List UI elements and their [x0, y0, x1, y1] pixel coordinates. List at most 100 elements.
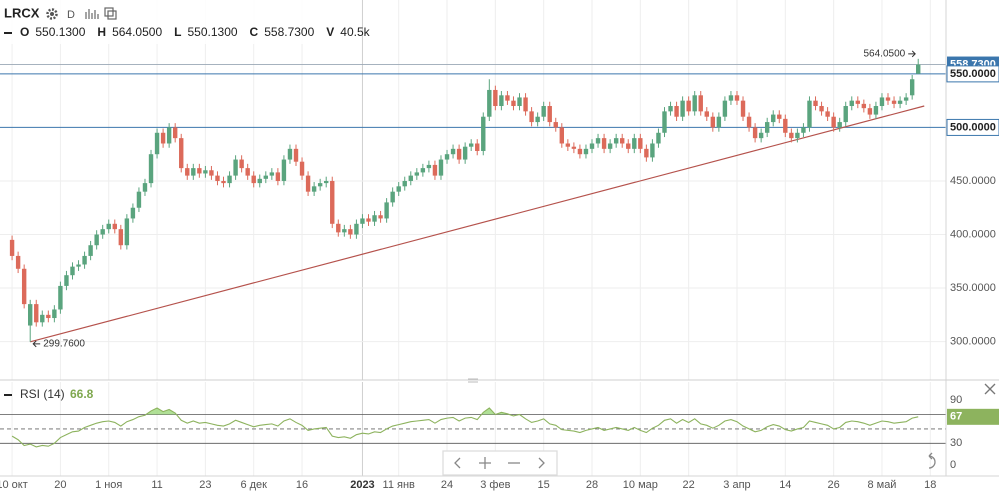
rsi-last-axis-label: 67 — [950, 411, 962, 423]
candle-body — [46, 314, 51, 319]
rsi-tick-label: 0 — [950, 459, 956, 471]
x-tick-label: 23 — [199, 479, 211, 491]
reset-button[interactable] — [928, 452, 936, 469]
rsi-tick-label: 90 — [950, 394, 962, 406]
legend-key: V — [326, 25, 334, 39]
candle-body — [517, 97, 522, 107]
candle-body — [680, 100, 685, 117]
candle-body — [595, 138, 601, 144]
candle-body — [172, 127, 178, 139]
candle-body — [801, 127, 806, 133]
hline-label: 500.0000 — [950, 121, 996, 133]
candle-body — [487, 89, 492, 117]
candle-body — [867, 108, 873, 115]
candle-body — [879, 97, 885, 107]
candle-body — [620, 138, 625, 144]
candle-body — [450, 148, 456, 155]
candle-body — [571, 146, 577, 149]
rsi-tick-label: 30 — [950, 437, 962, 449]
y-tick-label: 450.0000 — [950, 175, 996, 187]
indicators-icon[interactable] — [85, 9, 99, 19]
candle-body — [112, 223, 117, 230]
candle-body — [891, 100, 897, 104]
zoom-in[interactable] — [479, 457, 491, 469]
low-marker-label: 299.7600 — [43, 338, 85, 349]
ohlc-legend: O 550.1300 H 564.0500 L 550.1300 C 558.7300 V 40.… — [20, 25, 371, 39]
candle-body — [130, 207, 136, 219]
candle-body — [348, 229, 353, 235]
candle-body — [601, 138, 607, 149]
candle-body — [758, 132, 764, 139]
candle-body — [855, 100, 861, 104]
candle-body — [70, 266, 75, 276]
candle-body — [728, 95, 734, 101]
rsi-last: 66.8 — [70, 387, 94, 401]
candle-body — [324, 180, 329, 184]
candle-body — [124, 218, 130, 246]
candle-body — [239, 159, 244, 169]
candle-body — [426, 164, 432, 169]
compare-icon[interactable] — [104, 7, 117, 20]
interval[interactable]: D — [67, 9, 75, 21]
x-tick-label: 22 — [683, 479, 695, 491]
candle-body — [559, 127, 565, 144]
candle-body — [245, 168, 250, 176]
candle-body — [94, 234, 99, 246]
candle-body — [686, 100, 691, 112]
candle-body — [142, 183, 148, 192]
candle-body — [499, 95, 504, 107]
candle-body — [535, 116, 540, 123]
close-pane-icon[interactable] — [984, 383, 996, 395]
candle-body — [9, 239, 15, 256]
rsi-last-box — [947, 408, 999, 425]
legend-value: 550.1300 — [35, 25, 85, 39]
candle-body — [251, 175, 256, 184]
candle-body — [209, 170, 214, 176]
legend-value: 558.7300 — [264, 25, 314, 39]
candle-body — [626, 143, 631, 149]
candle-body — [644, 148, 649, 158]
candle-body — [547, 106, 552, 123]
symbol[interactable]: LRCX — [4, 5, 40, 20]
candle-body — [342, 229, 347, 233]
x-tick-label: 15 — [538, 479, 550, 491]
candle-body — [420, 168, 426, 173]
candle-body — [336, 223, 341, 233]
candle-body — [28, 304, 33, 326]
candle-body — [897, 100, 903, 104]
x-tick-label: 3 апр — [723, 479, 750, 491]
candle-body — [34, 304, 39, 323]
x-tick-label: 11 янв — [383, 479, 416, 491]
candle-body — [813, 100, 818, 107]
candle-body — [408, 175, 413, 181]
candle-body — [414, 172, 420, 176]
candle-body — [638, 138, 643, 149]
settings-icon[interactable] — [46, 8, 58, 20]
scroll-left[interactable] — [454, 457, 461, 469]
x-tick-label: 1 ноя — [95, 479, 122, 491]
candle-body — [293, 148, 299, 162]
candle-body — [577, 148, 583, 155]
candle-body — [505, 95, 510, 101]
candle-body — [263, 175, 268, 179]
plot-layer — [0, 58, 946, 343]
candle-body — [613, 138, 619, 144]
legend-key: H — [97, 25, 106, 39]
candle-body — [269, 172, 275, 176]
candle-body — [668, 106, 673, 112]
candle-body — [692, 95, 697, 112]
candle-body — [185, 168, 190, 176]
candle-body — [529, 111, 534, 123]
candle-body — [136, 191, 142, 208]
x-tick-label: 24 — [441, 479, 453, 491]
candle-body — [541, 106, 546, 117]
scroll-right[interactable] — [538, 457, 545, 469]
candle-body — [299, 161, 305, 176]
candle-body — [662, 111, 667, 133]
candle-body — [64, 275, 69, 286]
candle-body — [764, 122, 770, 133]
candle-body — [849, 100, 854, 107]
candle-body — [317, 183, 323, 187]
y-tick-label: 350.0000 — [950, 282, 996, 294]
